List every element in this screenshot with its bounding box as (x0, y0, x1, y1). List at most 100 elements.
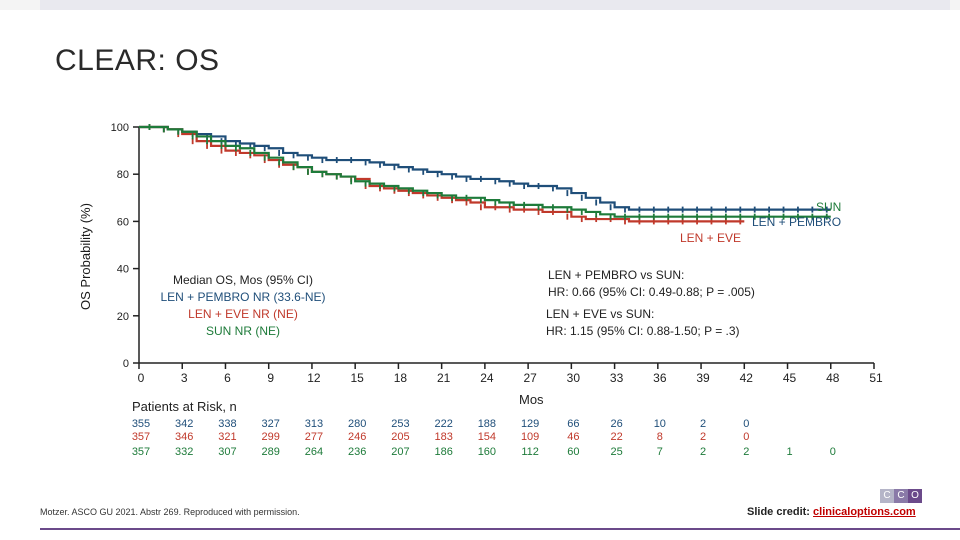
risk-count-eve: 183 (434, 431, 452, 443)
credit-link[interactable]: clinicaloptions.com (813, 506, 916, 518)
y-tick-label: 40 (117, 264, 129, 276)
risk-count-pembro: 313 (305, 418, 323, 430)
median-os-title: Median OS, Mos (95% CI) (172, 273, 314, 287)
logo-letter: C (894, 489, 908, 503)
x-tick-label: 36 (653, 371, 667, 385)
risk-count-eve: 321 (218, 431, 236, 443)
risk-count-sun: 25 (610, 446, 622, 458)
risk-count-eve: 154 (478, 431, 496, 443)
y-tick-label: 20 (117, 311, 129, 323)
x-tick-label: 33 (610, 371, 624, 385)
risk-count-pembro: 355 (132, 418, 150, 430)
risk-count-eve: 0 (743, 431, 749, 443)
risk-count-eve: 46 (567, 431, 579, 443)
slide-title: CLEAR: OS (55, 44, 220, 77)
risk-count-sun: 289 (262, 446, 280, 458)
risk-count-pembro: 26 (610, 418, 622, 430)
x-tick-label: 18 (394, 371, 408, 385)
logo-letter: O (908, 489, 922, 503)
cco-logo: C C O (880, 489, 922, 503)
x-tick-label: 12 (307, 371, 321, 385)
y-tick-label: 80 (117, 169, 129, 181)
x-tick-label: 30 (567, 371, 581, 385)
median-os-sun: SUN NR (NE) (206, 324, 280, 338)
risk-count-eve: 205 (391, 431, 409, 443)
km-curve-pembro (139, 125, 831, 211)
risk-count-pembro: 327 (262, 418, 280, 430)
risk-count-eve: 246 (348, 431, 366, 443)
series-label-sun: SUN (816, 200, 842, 214)
bottom-divider (40, 528, 960, 530)
risk-count-pembro: 222 (434, 418, 452, 430)
risk-count-pembro: 188 (478, 418, 496, 430)
hr-pembro-vs-sun: LEN + PEMBRO vs SUN: HR: 0.66 (95% CI: 0… (548, 267, 755, 301)
x-tick-label: 48 (826, 371, 840, 385)
series-label-pembro: LEN + PEMBRO (752, 215, 842, 229)
hr1-title: LEN + PEMBRO vs SUN: (548, 268, 685, 282)
risk-count-pembro: 10 (654, 418, 666, 430)
risk-count-sun: 1 (786, 446, 792, 458)
risk-count-pembro: 280 (348, 418, 366, 430)
x-tick-label: 45 (783, 371, 797, 385)
hr2-value: HR: 1.15 (95% CI: 0.88-1.50; P = .3) (546, 324, 740, 338)
risk-count-sun: 160 (478, 446, 496, 458)
risk-count-sun: 264 (305, 446, 323, 458)
risk-count-eve: 8 (657, 431, 663, 443)
risk-count-sun: 112 (521, 446, 539, 458)
x-tick-label: 21 (437, 371, 451, 385)
hr1-value: HR: 0.66 (95% CI: 0.49-0.88; P = .005) (548, 285, 755, 299)
x-tick-label: 0 (138, 371, 145, 385)
risk-count-pembro: 129 (521, 418, 539, 430)
risk-count-eve: 109 (521, 431, 539, 443)
x-tick-label: 9 (267, 371, 274, 385)
hr-eve-vs-sun: LEN + EVE vs SUN: HR: 1.15 (95% CI: 0.88… (546, 306, 740, 340)
logo-letter: C (880, 489, 894, 503)
median-os-box: Median OS, Mos (95% CI) LEN + PEMBRO NR … (148, 272, 338, 340)
top-bar-accent (40, 0, 950, 10)
x-tick-label: 3 (181, 371, 188, 385)
risk-count-sun: 2 (700, 446, 706, 458)
risk-count-pembro: 253 (391, 418, 409, 430)
x-tick-label: 39 (696, 371, 710, 385)
x-axis-label: Mos (519, 392, 544, 407)
median-os-pembro: LEN + PEMBRO NR (33.6-NE) (160, 290, 326, 304)
x-tick-label: 6 (224, 371, 231, 385)
risk-count-sun: 307 (218, 446, 236, 458)
risk-count-pembro: 338 (218, 418, 236, 430)
top-bar (0, 0, 960, 10)
risk-count-pembro: 342 (175, 418, 193, 430)
risk-count-pembro: 66 (567, 418, 579, 430)
risk-count-sun: 7 (657, 446, 663, 458)
hr2-title: LEN + EVE vs SUN: (546, 307, 655, 321)
y-tick-label: 0 (123, 358, 129, 370)
risk-count-eve: 346 (175, 431, 193, 443)
x-tick-label: 42 (740, 371, 754, 385)
risk-count-sun: 0 (830, 446, 836, 458)
x-tick-label: 51 (869, 371, 883, 385)
risk-count-eve: 357 (132, 431, 150, 443)
y-tick-label: 100 (111, 122, 129, 134)
risk-count-eve: 277 (305, 431, 323, 443)
credit-label: Slide credit: (747, 506, 810, 518)
km-curve-sun (139, 125, 831, 218)
risk-count-sun: 236 (348, 446, 366, 458)
risk-count-sun: 207 (391, 446, 409, 458)
x-tick-label: 24 (480, 371, 494, 385)
risk-count-eve: 22 (610, 431, 622, 443)
y-axis-label: OS Probability (%) (78, 203, 93, 310)
slide-credit: Slide credit: clinicaloptions.com (747, 506, 916, 518)
x-tick-label: 27 (523, 371, 537, 385)
risk-count-sun: 332 (175, 446, 193, 458)
risk-count-pembro: 0 (743, 418, 749, 430)
risk-count-eve: 2 (700, 431, 706, 443)
series-label-eve: LEN + EVE (680, 231, 742, 245)
median-os-eve: LEN + EVE NR (NE) (188, 307, 298, 321)
x-tick-label: 15 (350, 371, 364, 385)
risk-count-sun: 60 (567, 446, 579, 458)
y-tick-label: 60 (117, 216, 129, 228)
citation: Motzer. ASCO GU 2021. Abstr 269. Reprodu… (40, 507, 300, 517)
risk-count-pembro: 2 (700, 418, 706, 430)
risk-count-sun: 2 (743, 446, 749, 458)
risk-count-eve: 299 (262, 431, 280, 443)
